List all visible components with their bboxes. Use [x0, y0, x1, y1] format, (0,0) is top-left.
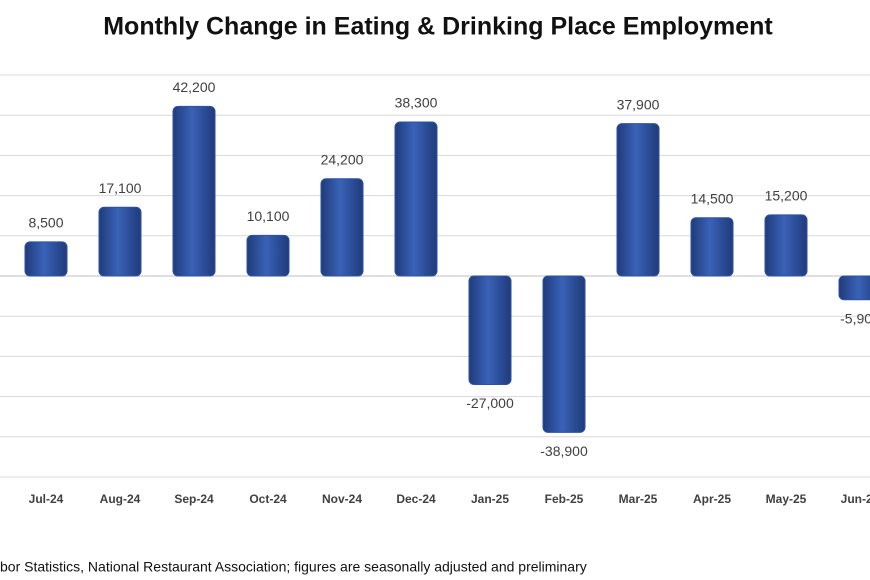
- x-tick-label: Sep-24: [174, 492, 214, 506]
- chart-title: Monthly Change in Eating & Drinking Plac…: [103, 13, 773, 41]
- bar: [764, 214, 808, 277]
- value-label: 8,500: [28, 215, 63, 231]
- value-label: 10,100: [247, 208, 290, 224]
- x-tick-label: May-25: [766, 492, 807, 506]
- value-label: 17,100: [99, 180, 142, 196]
- bar: [98, 206, 142, 277]
- x-tick-label: Apr-25: [693, 492, 731, 506]
- bar: [838, 275, 870, 301]
- value-label: 24,200: [321, 151, 364, 167]
- bar: [24, 241, 68, 277]
- value-label: 37,900: [617, 96, 660, 112]
- value-label: 14,500: [691, 190, 734, 206]
- x-tick-label: Oct-24: [249, 492, 287, 506]
- value-label: -27,000: [466, 395, 514, 411]
- value-label: 15,200: [765, 188, 808, 204]
- bar: [172, 105, 216, 277]
- x-tick-label: Aug-24: [100, 492, 141, 506]
- x-tick-label: Feb-25: [545, 492, 584, 506]
- bar: [320, 178, 364, 277]
- x-tick-label: Jan-25: [471, 492, 509, 506]
- bar: [468, 275, 512, 386]
- value-label: -38,900: [540, 443, 588, 459]
- bar: [246, 234, 290, 277]
- value-label: 42,200: [173, 79, 216, 95]
- x-tick-label: Mar-25: [619, 492, 658, 506]
- source-note: bor Statistics, National Restaurant Asso…: [0, 559, 587, 575]
- x-tick-label: Jun-25: [841, 492, 870, 506]
- x-tick-label: Jul-24: [29, 492, 64, 506]
- value-label: -5,900: [840, 310, 870, 326]
- x-tick-label: Nov-24: [322, 492, 362, 506]
- x-tick-label: Dec-24: [396, 492, 436, 506]
- bar: [542, 275, 586, 433]
- value-label: 38,300: [395, 95, 438, 111]
- bar: [394, 121, 438, 277]
- bar: [690, 217, 734, 277]
- bar: [616, 123, 660, 277]
